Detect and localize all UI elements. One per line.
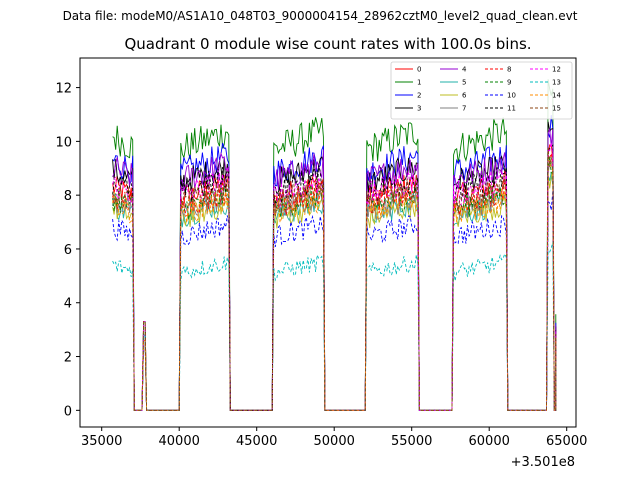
x-tick-label: 35000 (81, 434, 122, 449)
legend-label-6: 6 (462, 92, 467, 100)
y-tick-label: 0 (64, 404, 72, 419)
y-tick-label: 2 (64, 351, 72, 366)
legend-label-10: 10 (507, 92, 516, 100)
y-tick-label: 8 (64, 189, 72, 204)
series-line-10 (112, 191, 557, 411)
legend-label-13: 13 (552, 79, 561, 87)
y-tick-label: 10 (55, 135, 72, 150)
series-line-14 (112, 160, 557, 411)
x-tick-label: 55000 (391, 434, 432, 449)
y-tick-label: 4 (64, 297, 72, 312)
legend-label-3: 3 (417, 105, 421, 113)
x-offset-label: +3.501e8 (511, 455, 575, 470)
y-axis: 0 2 4 6 8 10 12 (55, 82, 80, 419)
legend-label-0: 0 (417, 66, 421, 74)
legend-label-4: 4 (462, 66, 467, 74)
legend-label-15: 15 (552, 105, 561, 113)
plot-area: 35000 40000 45000 50000 55000 60000 65000 0 2 4 6… (55, 57, 587, 449)
chart-title: Quadrant 0 module wise count rates with … (124, 35, 531, 53)
legend-label-14: 14 (552, 92, 561, 100)
legend-label-7: 7 (462, 105, 466, 113)
legend-label-1: 1 (417, 79, 421, 87)
legend-label-5: 5 (462, 79, 466, 87)
legend-label-9: 9 (507, 79, 511, 87)
legend-label-8: 8 (507, 66, 511, 74)
series-group (112, 79, 557, 411)
y-tick-label: 6 (64, 243, 72, 258)
legend-box (390, 61, 573, 120)
legend-label-2: 2 (417, 92, 421, 100)
series-line-8 (112, 153, 557, 411)
x-tick-label: 60000 (469, 434, 510, 449)
axes-frame (79, 57, 577, 428)
x-tick-label: 45000 (236, 434, 277, 449)
x-tick-label: 40000 (159, 434, 200, 449)
legend-label-11: 11 (507, 105, 516, 113)
suptitle: Data file: modeM0/AS1A10_048T03_90000041… (63, 9, 578, 23)
y-tick-label: 12 (55, 82, 72, 97)
legend-label-12: 12 (552, 66, 561, 74)
series-line-15 (112, 147, 557, 411)
x-axis: 35000 40000 45000 50000 55000 60000 65000 (81, 427, 587, 449)
x-tick-label: 65000 (546, 434, 587, 449)
x-tick-label: 50000 (314, 434, 355, 449)
